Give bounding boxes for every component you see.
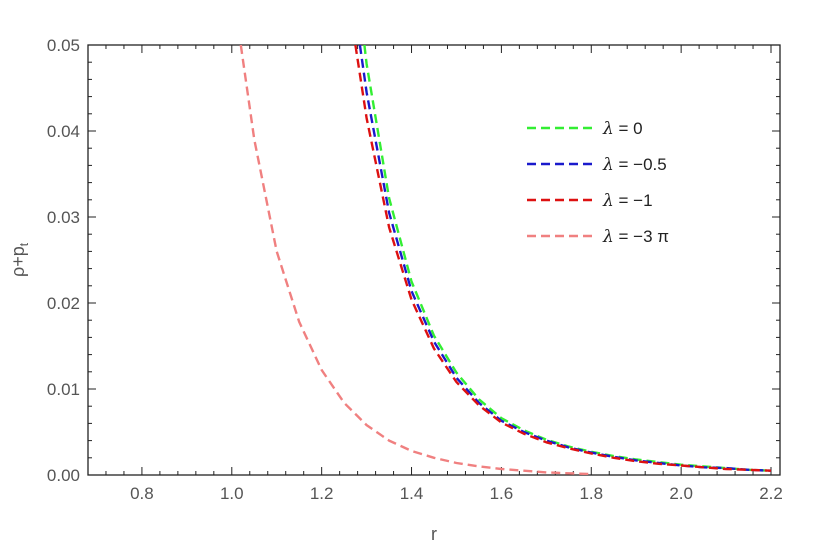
x-tick-labels: 0.8 1.0 1.2 1.4 1.6 1.8 2.0 2.2 [130,484,783,503]
x-tick-label: 1.8 [579,484,603,503]
legend-lambda-symbol: λ [602,227,614,247]
legend-label-4: λ = −3 π [602,227,669,247]
x-axis-label: r [431,524,437,544]
plot-frame [87,44,781,476]
y-axis-label: ρ+pt [8,242,31,277]
series-line-4 [239,45,592,475]
series-lines [239,45,772,475]
x-tick-label: 0.8 [130,484,154,503]
legend-value: = 0 [614,119,643,138]
y-tick-label: 0.02 [47,294,80,313]
series-line-3 [354,45,772,472]
legend-label-1: λ = 0 [602,119,643,139]
y-tick-label: 0.05 [47,36,80,55]
legend-label-3: λ = −1 [602,191,653,211]
y-tick-label: 0.00 [47,466,80,485]
y-tick-label: 0.03 [47,208,80,227]
legend: λ = 0λ = −0.5λ = −1λ = −3 π [527,119,669,247]
y-tick-label: 0.04 [47,122,80,141]
legend-value: = −3 π [614,227,669,246]
y-axis-label-subscript: t [17,242,31,246]
legend-value: = −1 [614,191,653,210]
legend-lambda-symbol: λ [602,119,614,139]
y-tick-label: 0.01 [47,380,80,399]
x-tick-label: 1.0 [220,484,244,503]
series-line-2 [358,45,772,472]
x-tick-label: 1.4 [400,484,424,503]
x-tick-label: 2.0 [669,484,693,503]
axis-ticks [87,44,780,476]
legend-lambda-symbol: λ [602,191,614,211]
y-axis-label-main: ρ+p [8,246,28,277]
x-tick-label: 1.6 [490,484,514,503]
x-tick-label: 2.2 [759,484,783,503]
legend-label-2: λ = −0.5 [602,155,667,175]
x-tick-label: 1.2 [310,484,334,503]
legend-lambda-symbol: λ [602,155,614,175]
legend-value: = −0.5 [614,155,667,174]
series-line-1 [363,45,772,472]
y-tick-labels: 0.00 0.01 0.02 0.03 0.04 0.05 [47,36,80,485]
